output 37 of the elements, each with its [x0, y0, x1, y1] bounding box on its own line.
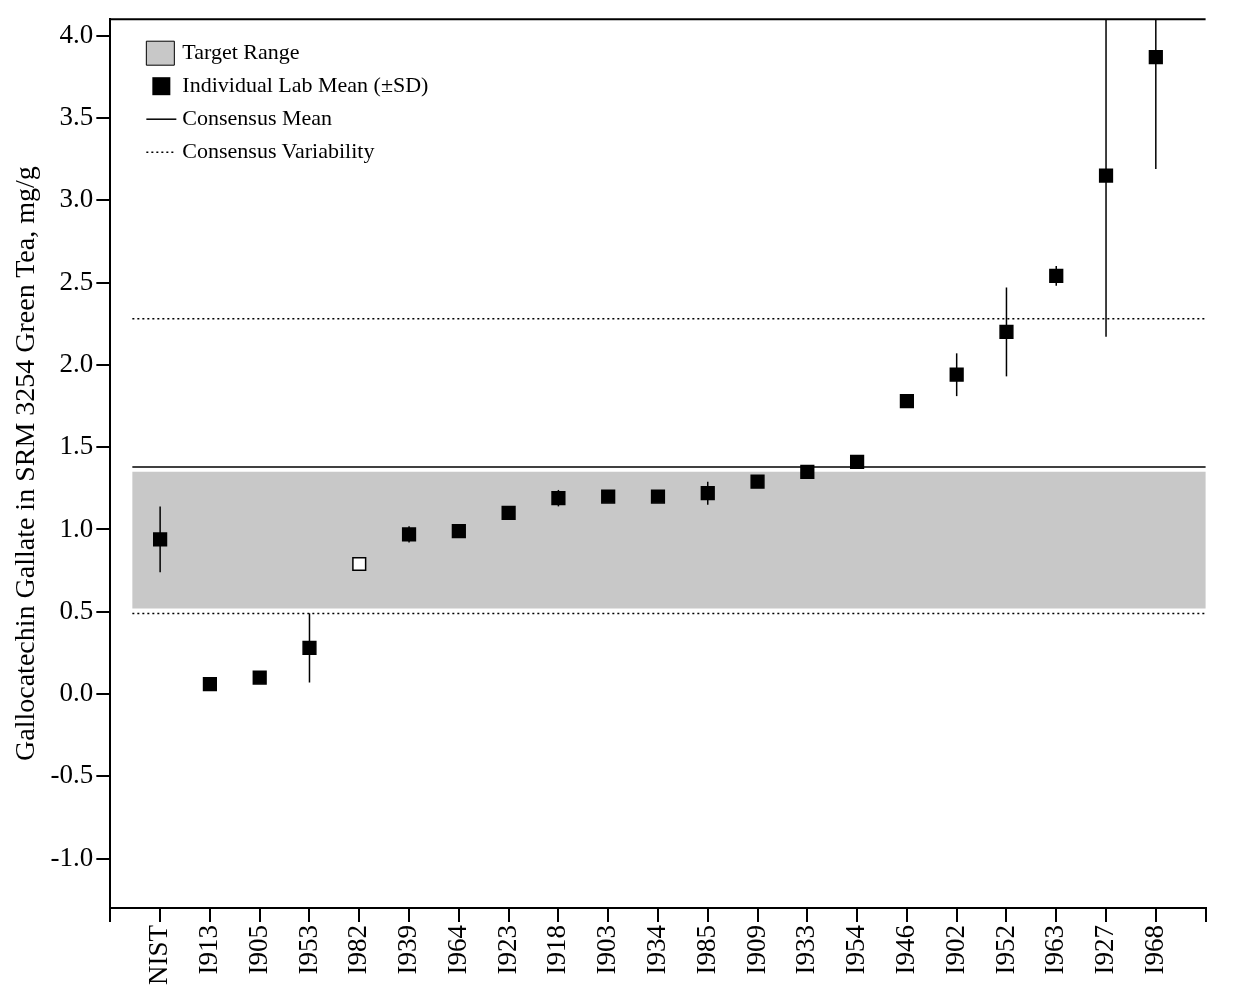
x-tick-label: I982: [342, 925, 373, 975]
y-axis-title: Gallocatechin Gallate in SRM 3254 Green Tea, mg/g: [9, 166, 41, 761]
y-tick-label: 1.0: [59, 512, 94, 543]
y-tick-label: -1.0: [50, 841, 94, 872]
x-tick-label: I903: [591, 925, 622, 975]
x-tick-label: I985: [690, 925, 721, 975]
legend-label: Individual Lab Mean (±SD): [182, 71, 429, 97]
x-tick-label: I934: [641, 924, 672, 975]
x-tick-label: I954: [840, 924, 871, 975]
x-tick-label: I927: [1089, 925, 1120, 975]
x-tick-label: I968: [1138, 925, 1169, 975]
y-tick-label: 2.5: [59, 265, 94, 296]
y-tick-label: 4.0: [59, 18, 94, 49]
legend-label: Consensus Mean: [182, 104, 333, 130]
x-tick-label: I905: [242, 925, 273, 975]
x-tick-label: I939: [392, 925, 423, 975]
y-tick-label: 2.0: [59, 347, 94, 378]
x-tick-label: I952: [989, 925, 1020, 975]
y-tick-label: -0.5: [50, 759, 94, 790]
x-tick-label: I964: [441, 924, 472, 975]
x-tick-label: I913: [193, 925, 223, 975]
x-tick-label: I933: [790, 925, 821, 975]
y-tick-label: 3.5: [59, 101, 94, 132]
x-tick-label: I923: [491, 925, 522, 975]
y-tick-label: 0.0: [59, 677, 94, 708]
y-tick-label: 0.5: [59, 594, 94, 625]
x-tick-label: I963: [1039, 925, 1070, 975]
x-tick-label: NIST: [143, 924, 174, 985]
y-tick-label: 1.5: [59, 430, 94, 461]
x-tick-label: I918: [541, 925, 572, 975]
x-tick-label: I902: [939, 925, 970, 975]
legend-label: Target Range: [182, 38, 300, 64]
x-tick-label: I953: [292, 925, 323, 975]
x-tick-label: I909: [740, 925, 771, 975]
y-tick-label: 3.0: [59, 183, 94, 214]
x-tick-label: I946: [889, 925, 920, 975]
legend-label: Consensus Variability: [182, 137, 375, 163]
